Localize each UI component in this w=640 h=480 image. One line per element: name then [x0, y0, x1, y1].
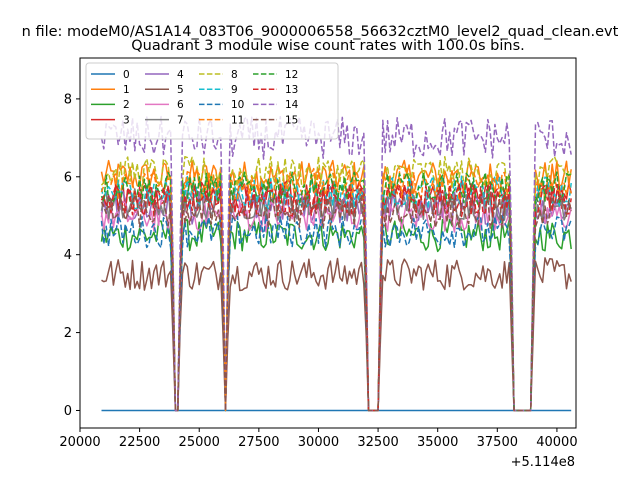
legend-label-10: 10: [231, 99, 244, 111]
x-tick-label: 25000: [179, 435, 220, 450]
y-tick-label: 8: [64, 92, 72, 107]
y-tick-label: 4: [64, 248, 72, 263]
y-axis: 0 2 4 6 8: [64, 92, 80, 419]
legend-label-2: 2: [123, 99, 130, 111]
x-offset-label: +5.114e8: [511, 455, 575, 470]
legend-label-5: 5: [177, 84, 184, 96]
series-line-15: [100, 194, 572, 412]
x-tick-label: 20000: [59, 435, 100, 450]
legend-label-11: 11: [231, 114, 244, 126]
x-tick-label: 22500: [119, 435, 160, 450]
legend-label-8: 8: [231, 69, 238, 81]
legend-label-4: 4: [177, 69, 184, 81]
x-tick-label: 37500: [477, 435, 518, 450]
legend-label-7: 7: [177, 114, 184, 126]
y-tick-label: 6: [64, 170, 72, 185]
legend-label-1: 1: [123, 84, 130, 96]
series-line-13: [100, 183, 572, 412]
legend-label-3: 3: [123, 114, 130, 126]
x-tick-label: 40000: [536, 435, 577, 450]
legend-label-14: 14: [285, 99, 299, 111]
x-tick-label: 27500: [238, 435, 279, 450]
x-tick-label: 30000: [298, 435, 339, 450]
legend-label-0: 0: [123, 69, 130, 81]
plot-frame: [79, 57, 577, 429]
x-tick-label: 35000: [417, 435, 458, 450]
legend-label-13: 13: [285, 84, 298, 96]
legend-label-15: 15: [285, 114, 298, 126]
legend-label-9: 9: [231, 84, 238, 96]
chart-title: Quadrant 3 module wise count rates with …: [131, 38, 525, 54]
x-tick-label: 32500: [357, 435, 398, 450]
x-axis: 20000 22500 25000 27500 30000 32500 35000 37500…: [59, 428, 578, 450]
chart-suptitle: n file: modeM0/AS1A14_083T06_9000006558_…: [22, 24, 619, 40]
y-tick-label: 0: [64, 404, 72, 419]
legend-label-12: 12: [285, 69, 298, 81]
y-tick-label: 2: [64, 326, 72, 341]
legend-label-6: 6: [177, 99, 184, 111]
